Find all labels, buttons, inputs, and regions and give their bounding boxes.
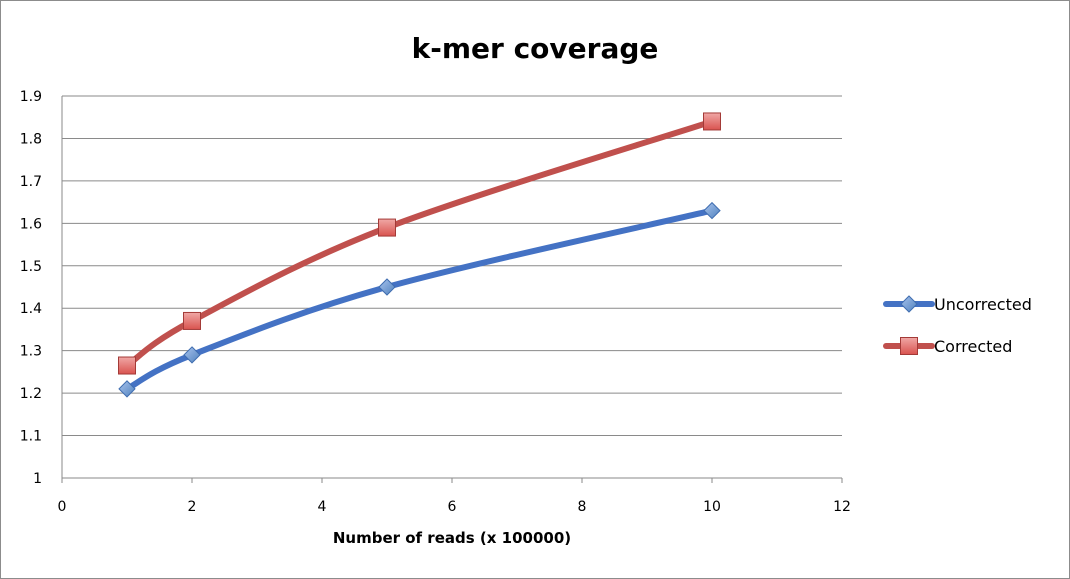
corrected-data-point <box>183 311 201 330</box>
x-tick-label: 6 <box>448 499 457 515</box>
y-tick-label: 1.8 <box>20 131 42 147</box>
x-axis-label: Number of reads (x 100000) <box>333 529 571 547</box>
grid <box>62 95 842 437</box>
legend-item-uncorrected: Uncorrected <box>883 295 1032 314</box>
series-corrected <box>118 112 721 375</box>
y-tick-label: 1.4 <box>20 301 42 317</box>
y-tick-label: 1.5 <box>20 259 42 275</box>
legend-label-corrected: Corrected <box>934 337 1012 356</box>
x-tick-label: 8 <box>578 499 587 515</box>
legend-marker-corrected <box>900 337 918 355</box>
legend: Uncorrected Corrected <box>883 295 1032 356</box>
corrected-data-point <box>378 218 396 237</box>
legend-marker-uncorrected <box>900 295 918 313</box>
uncorrected-data-point <box>703 201 721 220</box>
corrected-line <box>124 118 715 369</box>
uncorrected-line <box>124 207 715 392</box>
legend-label-uncorrected: Uncorrected <box>934 295 1032 314</box>
x-tick-label: 2 <box>188 499 197 515</box>
corrected-data-point <box>118 356 136 375</box>
corrected-data-point <box>703 112 721 131</box>
chart-title: k-mer coverage <box>412 32 659 65</box>
uncorrected-data-point <box>118 380 136 398</box>
x-tick-label: 4 <box>318 499 327 515</box>
series-uncorrected <box>118 201 721 398</box>
legend-item-corrected: Corrected <box>883 337 1012 356</box>
y-tick-label: 1.6 <box>20 216 42 232</box>
x-tick-label: 12 <box>833 499 851 515</box>
axes: 1 1.1 1.2 1.3 1.4 1.5 1.6 1.7 1.8 1.9 0 2 4 6 8 10 12 <box>20 89 851 515</box>
x-tick-label: 0 <box>58 499 67 515</box>
y-tick-label: 1.9 <box>20 89 42 105</box>
y-tick-label: 1 <box>33 471 42 487</box>
y-tick-label: 1.2 <box>20 386 42 402</box>
y-tick-label: 1.3 <box>20 344 42 360</box>
series-layer <box>118 112 721 398</box>
uncorrected-data-point <box>378 278 396 296</box>
x-tick-label: 10 <box>703 499 721 515</box>
y-tick-label: 1.7 <box>20 174 42 190</box>
uncorrected-data-point <box>183 346 201 364</box>
y-tick-label: 1.1 <box>20 429 42 445</box>
